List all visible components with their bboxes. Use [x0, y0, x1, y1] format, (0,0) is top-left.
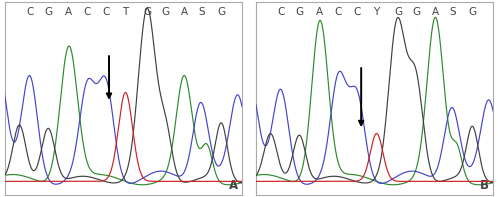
Text: G: G [468, 7, 477, 17]
Text: A: A [65, 7, 72, 17]
Text: A: A [316, 7, 324, 17]
Text: G: G [44, 7, 52, 17]
Text: A: A [432, 7, 439, 17]
Text: Y: Y [374, 7, 380, 17]
Text: G: G [394, 7, 402, 17]
Text: A: A [181, 7, 188, 17]
Text: A: A [229, 179, 238, 192]
Text: T: T [123, 7, 128, 17]
Text: C: C [335, 7, 342, 17]
Text: G: G [217, 7, 226, 17]
Text: G: G [162, 7, 170, 17]
Text: C: C [354, 7, 361, 17]
Text: S: S [198, 7, 205, 17]
Text: G: G [413, 7, 421, 17]
Text: S: S [450, 7, 456, 17]
Text: G: G [143, 7, 151, 17]
Text: C: C [102, 7, 110, 17]
Text: C: C [84, 7, 91, 17]
Text: C: C [277, 7, 284, 17]
Text: B: B [480, 179, 489, 192]
Text: G: G [295, 7, 303, 17]
Text: C: C [26, 7, 33, 17]
